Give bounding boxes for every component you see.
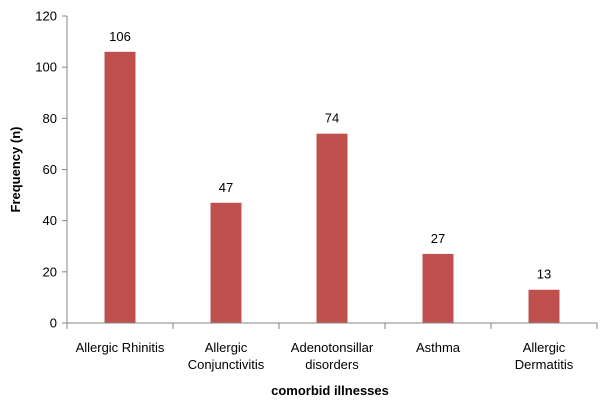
- bar: [316, 133, 348, 323]
- y-axis-ticks: 0 20 40 60 80 100 120: [35, 9, 67, 331]
- data-label: 13: [537, 267, 551, 282]
- y-tick-label: 120: [35, 9, 57, 24]
- category-label: Asthma: [416, 340, 461, 355]
- data-label: 47: [219, 180, 233, 195]
- bars: [104, 51, 560, 324]
- category-label: Adenotonsillar disorders: [291, 340, 374, 372]
- y-tick-label: 20: [43, 264, 57, 279]
- y-tick-label: 0: [50, 316, 57, 331]
- bar: [422, 253, 454, 323]
- y-axis-title: Frequency (n): [8, 127, 23, 213]
- data-label: 74: [325, 111, 339, 126]
- y-tick-label: 80: [43, 111, 57, 126]
- category-labels: Allergic Rhinitis Allergic Conjunctivitis A…: [76, 340, 574, 372]
- x-axis-ticks: [66, 323, 598, 329]
- category-label: Allergic Rhinitis: [76, 340, 165, 355]
- data-labels: 106 47 74 27 13: [109, 29, 551, 282]
- y-tick-label: 100: [35, 60, 57, 75]
- data-label: 106: [109, 29, 131, 44]
- bar: [104, 51, 136, 324]
- y-tick-label: 60: [43, 162, 57, 177]
- bar: [210, 202, 242, 323]
- y-tick-label: 40: [43, 213, 57, 228]
- data-label: 27: [431, 231, 445, 246]
- x-axis-title: comorbid illnesses: [271, 383, 389, 398]
- category-label: Allergic Conjunctivitis: [188, 340, 265, 372]
- category-label: Allergic Dermatitis: [515, 340, 574, 372]
- bar: [528, 289, 560, 323]
